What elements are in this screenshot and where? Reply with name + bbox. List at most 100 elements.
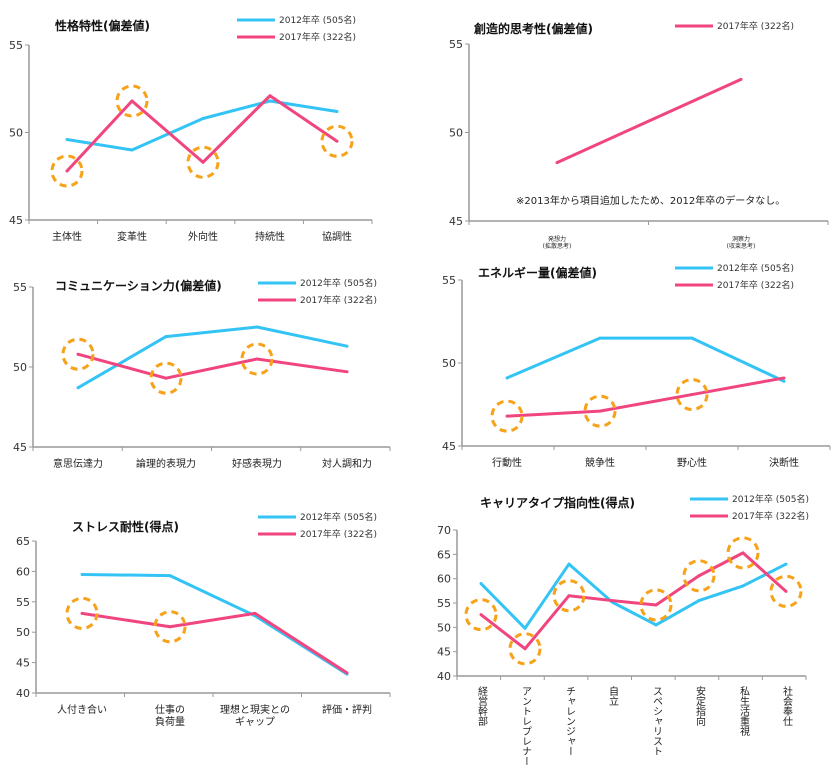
x-category-label: 自立 <box>607 685 619 706</box>
series-2017-line <box>77 352 348 380</box>
series-2017-point <box>523 647 527 651</box>
x-category-label: 洞察力(収束思考) <box>727 235 756 250</box>
chart-title: エネルギー量(偏差値) <box>478 265 597 280</box>
y-tick-label: 40 <box>437 670 451 683</box>
chart-panel-4: 45 50 55 行動性 競争性 野心性 決断性 エネルギー量(偏差値) 2012年卒 (505… <box>442 262 831 469</box>
highlight-circle <box>639 588 673 622</box>
x-category-label: 行動性 <box>492 456 522 469</box>
x-category-label: チャレンジャー <box>564 686 575 756</box>
highlight-circle <box>115 84 149 118</box>
y-tick-label: 55 <box>9 39 23 52</box>
y-tick-label: 45 <box>16 657 30 670</box>
chart-panel-6: 40 45 50 55 60 65 70 経営幹部 アントレプレナー チャレンジャー 自立 スペシャリ… <box>437 493 809 766</box>
x-category-label: 好感表現力 <box>232 457 282 470</box>
x-category-label: 野心性 <box>677 456 707 469</box>
chart-title: キャリアタイプ指向性(得点) <box>480 495 635 510</box>
x-category-label: 経営幹部 <box>476 685 488 727</box>
highlight-circle <box>490 399 524 433</box>
chart-title: コミュニケーション力(偏差値) <box>55 278 222 293</box>
series-2017-point <box>130 99 134 103</box>
series-2012-point <box>523 626 527 630</box>
highlight-circle <box>726 536 760 570</box>
series-2012-line <box>479 562 787 630</box>
highlight-circle <box>675 378 709 412</box>
series-2017-point <box>268 94 272 98</box>
y-tick-label: 50 <box>449 127 463 140</box>
series-2017-point <box>610 599 614 603</box>
y-tick-label: 60 <box>16 565 30 578</box>
series-2017-point <box>335 139 339 143</box>
x-category-label: スペシャリスト <box>651 686 663 756</box>
y-tick-label: 45 <box>9 214 23 227</box>
x-category-label: 協調性 <box>322 230 352 243</box>
highlight-circle <box>240 342 274 376</box>
x-category-label: 人付き合い <box>57 703 107 716</box>
series-2012-line <box>81 572 348 676</box>
chart-title: 創造的思考性(偏差値) <box>473 21 593 36</box>
chart-panel-5: 40 45 50 55 60 65 人付き合い 仕事の負荷量 理想と現実とのギャップ 評価・評判 ス… <box>16 511 391 728</box>
chart-note: ※2013年から項目追加したため、2012年卒のデータなし。 <box>516 194 785 207</box>
x-category-label: 安定指向 <box>694 685 706 726</box>
series-2012-line <box>506 336 785 383</box>
series-2012-point <box>479 582 483 586</box>
legend-label: 2017年卒 (322名) <box>300 294 377 306</box>
y-tick-label: 45 <box>449 215 463 228</box>
x-category-label: 社会奉仕 <box>781 685 793 727</box>
series-2017-line <box>65 94 338 173</box>
highlight-circle <box>149 361 183 395</box>
highlight-circle <box>320 124 354 158</box>
highlight-circle <box>508 632 542 666</box>
series-2017-point <box>80 611 84 615</box>
series-2012-point <box>741 584 745 588</box>
series-2017-point <box>76 352 80 356</box>
y-tick-label: 45 <box>13 441 27 454</box>
series-2012-point <box>784 562 788 566</box>
series-2017-line <box>480 551 787 651</box>
x-category-label: 変革性 <box>117 230 147 243</box>
series-2012-point <box>345 344 349 348</box>
series-2017-point <box>567 594 571 598</box>
x-category-label: アントレプレナー <box>520 686 531 766</box>
highlight-circle <box>50 154 84 188</box>
legend-label: 2012年卒 (505名) <box>732 493 809 505</box>
legend-label: 2017年卒 (322名) <box>717 279 794 291</box>
series-2012-point <box>255 325 259 329</box>
series-2017-point <box>739 77 743 81</box>
series-2012-line <box>77 325 348 390</box>
chart-title: ストレス耐性(得点) <box>72 519 179 534</box>
series-2012-point <box>335 110 339 113</box>
series-2012-point <box>168 574 172 578</box>
series-2012-point <box>76 386 80 390</box>
series-2012-point <box>690 336 694 340</box>
series-2012-point <box>782 379 786 383</box>
x-category-label: 評価・評判 <box>322 703 372 716</box>
legend-label: 2017年卒 (322名) <box>732 510 809 522</box>
series-2017-point <box>168 625 172 629</box>
series-2017-point <box>697 574 701 578</box>
series-2017-line <box>556 78 742 164</box>
legend-label: 2017年卒 (322名) <box>279 31 356 43</box>
y-tick-label: 50 <box>437 621 451 634</box>
series-2012-point <box>654 623 658 627</box>
series-2017-point <box>201 160 205 164</box>
series-2017-point <box>782 376 786 380</box>
highlight-circle <box>153 610 187 644</box>
series-2012-point <box>505 376 509 380</box>
y-tick-label: 65 <box>16 535 30 548</box>
legend-label: 2017年卒 (322名) <box>717 20 794 32</box>
x-category-label: 意思伝達力 <box>53 457 103 470</box>
x-category-label: 主体性 <box>52 230 82 243</box>
legend-label: 2012年卒 (505名) <box>300 511 377 523</box>
y-tick-label: 55 <box>16 596 30 609</box>
series-2017-line <box>506 376 785 418</box>
series-2017-point <box>741 551 745 555</box>
series-2012-point <box>164 335 168 339</box>
series-2012-point <box>598 336 602 340</box>
highlight-circle <box>583 394 617 428</box>
y-tick-label: 55 <box>437 597 451 610</box>
x-category-label: 外向性 <box>188 230 218 243</box>
x-category-label: 発想力(拡散思考) <box>543 235 572 250</box>
y-tick-label: 50 <box>9 127 23 140</box>
x-category-label: 決断性 <box>769 456 799 469</box>
